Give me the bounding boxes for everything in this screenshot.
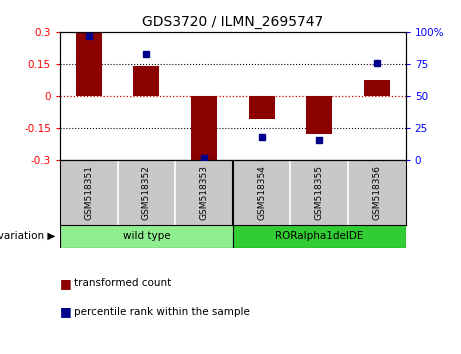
Text: genotype/variation ▶: genotype/variation ▶ [0,231,55,241]
Title: GDS3720 / ILMN_2695747: GDS3720 / ILMN_2695747 [142,16,324,29]
Text: ■: ■ [60,305,71,318]
Text: GSM518354: GSM518354 [257,165,266,219]
Bar [191,96,217,160]
Bar [248,96,275,119]
Text: percentile rank within the sample: percentile rank within the sample [74,307,250,316]
Bar [233,224,406,248]
Text: GSM518352: GSM518352 [142,165,151,219]
Bar [60,224,233,248]
Text: GSM518353: GSM518353 [200,165,208,220]
Bar [306,96,332,134]
Bar [364,80,390,96]
Text: GSM518355: GSM518355 [315,165,324,220]
Bar [76,32,102,96]
Text: RORalpha1delDE: RORalpha1delDE [275,231,363,241]
Text: GSM518351: GSM518351 [84,165,93,220]
Text: transformed count: transformed count [74,278,171,288]
Text: GSM518356: GSM518356 [372,165,381,220]
Bar [133,66,160,96]
Text: ■: ■ [60,277,71,290]
Text: wild type: wild type [123,231,170,241]
